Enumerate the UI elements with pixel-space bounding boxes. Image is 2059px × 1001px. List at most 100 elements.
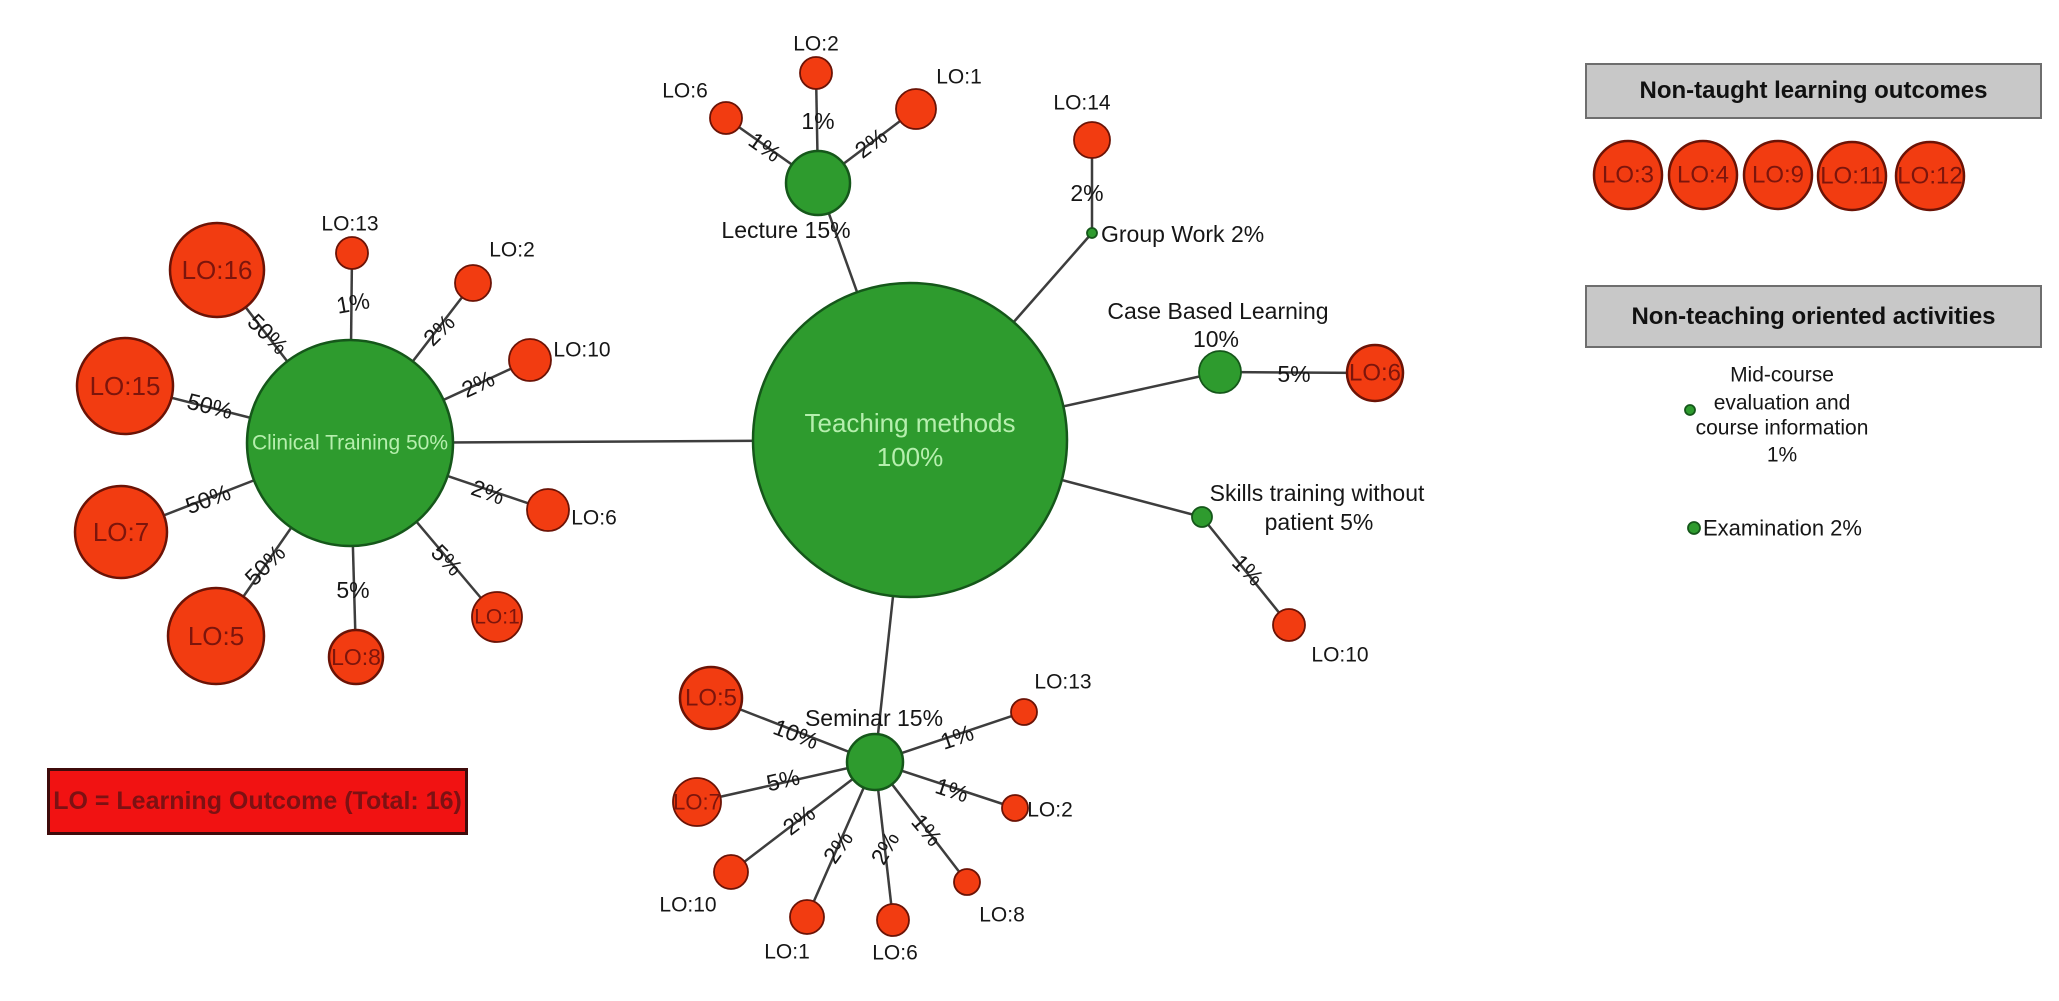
node-label-tm: Teaching methods 100% [804,408,1015,472]
node-label-ct-lo15: LO:15 [90,371,161,401]
diagram-text-label: LO:13 [321,213,378,236]
diagram-text-label: Seminar 15% [805,705,943,731]
edge-percent-label: 50% [243,309,294,360]
node-ct-lo7 [73,484,169,580]
diagram-text-label: LO:8 [979,904,1025,927]
node-ct-lo15 [75,336,175,436]
diagram-text-label: evaluation and [1714,392,1851,415]
edge-percent-label: 50% [240,540,291,591]
diagram-text-label: LO:2 [793,33,839,56]
diagram-text-label: LO:2 [489,239,535,262]
edge-percent-label: 2% [778,800,820,841]
edge-percent-label: 50% [185,388,236,424]
node-label-nt-lo9: LO:9 [1752,162,1804,189]
diagram-text-label: LO:13 [1034,671,1091,694]
node-sk-lo10 [1272,608,1306,642]
node-label-cbl-lo6: LO:6 [1349,360,1401,387]
edge-percent-label: 1% [1767,444,1797,467]
non-taught-panel-title: Non-taught learning outcomes [1639,77,1988,104]
node-label-ct-lo7: LO:7 [93,517,149,547]
non-teaching-panel-title: Non-teaching oriented activities [1631,302,1996,330]
diagram-text-label: LO:2 [1027,799,1073,822]
node-tm [751,281,1069,599]
node-nt-lo11 [1816,140,1888,212]
node-lec-lo1 [895,88,937,130]
node-sem-lo13 [1010,698,1038,726]
edge-percent-label: 1% [334,287,371,318]
node-gw-lo14 [1073,121,1111,159]
node-label-ct-lo1: LO:1 [474,606,520,629]
edge-percent-label: 5% [336,577,369,603]
edge-percent-label: 50% [182,479,234,519]
node-sem-lo2 [1001,794,1029,822]
node-ct [245,338,455,548]
node-label-nt-lo12: LO:12 [1897,163,1962,190]
node-ct-lo5 [166,586,266,686]
edge-seminar-sem-lo7 [696,760,876,804]
node-cbl [1198,350,1242,394]
diagram-text-label: LO:6 [571,507,617,530]
node-lecture [784,149,852,217]
edge-seminar-sem-lo10 [730,761,876,873]
edge-percent-label: 1% [932,772,972,807]
node-nt-lo9 [1742,139,1814,211]
diagram-text-label: Group Work 2% [1101,221,1264,247]
edge-percent-label: 1% [744,127,786,167]
node-lec-lo2 [799,56,833,90]
node-sem-lo7 [672,777,722,827]
node-label-ct-lo16: LO:16 [182,255,253,285]
node-seminar [845,732,905,792]
node-label-ct: Clinical Training 50% [252,432,448,455]
edge-percent-label: 2% [850,123,892,164]
node-ct-lo1 [471,591,523,643]
node-nt-lo4 [1667,139,1739,211]
diagram-text-label: patient 5% [1265,509,1374,535]
node-ct-lo2 [454,264,492,302]
node-label-ct-lo8: LO:8 [331,644,381,670]
diagram-text-label: Lecture 15% [721,217,850,243]
diagram-text-label: LO:14 [1053,92,1111,115]
diagram-text-label: LO:6 [872,942,918,965]
node-sem-lo10 [713,854,749,890]
node-ct-lo6 [526,488,570,532]
edge-percent-label: 1% [906,809,947,851]
node-label-nt-lo4: LO:4 [1677,162,1729,189]
node-skills [1191,506,1213,528]
diagram-text-label: Examination 2% [1703,516,1862,541]
node-label-sem-lo5: LO:5 [685,685,737,712]
node-lec-lo6 [709,101,743,135]
edge-percent-label: 10% [1193,326,1239,352]
node-label-sem-lo7: LO:7 [673,790,721,815]
node-ct-lo8 [327,628,385,686]
node-nt-lo3 [1592,139,1664,211]
node-ct-lo13 [335,236,369,270]
node-midcourse-dot [1684,404,1696,416]
edge-percent-label: 1% [801,108,834,134]
node-label-nt-lo3: LO:3 [1602,162,1654,189]
diagram-text-label: LO:10 [659,894,716,917]
node-sem-lo8 [953,868,981,896]
edge-percent-label: 5% [1277,361,1310,387]
edge-percent-label: 2% [457,365,498,403]
non-taught-panel-header: Non-taught learning outcomes [1585,63,2042,119]
node-sem-lo6 [876,903,910,937]
node-ct-lo10 [508,338,552,382]
lo-legend-text: LO = Learning Outcome (Total: 16) [53,787,462,815]
diagram-text-label: LO:6 [662,80,708,103]
diagram-text-label: LO:1 [936,66,982,89]
node-groupwork [1086,227,1098,239]
diagram-text-label: Case Based Learning [1107,298,1328,324]
node-label-ct-lo5: LO:5 [188,621,244,651]
node-exam-dot [1687,521,1701,535]
node-nt-lo12 [1894,140,1966,212]
edge-percent-label: 2% [818,826,858,868]
edge-skills-sk-lo10 [1201,516,1290,626]
node-sem-lo5 [678,665,744,731]
node-ct-lo16 [168,221,266,319]
diagram-text-label: LO:10 [553,339,610,362]
diagram-text-label: Skills training without [1210,480,1425,506]
edge-percent-label: 5% [764,764,802,797]
diagram-text-label: LO:1 [764,941,810,964]
